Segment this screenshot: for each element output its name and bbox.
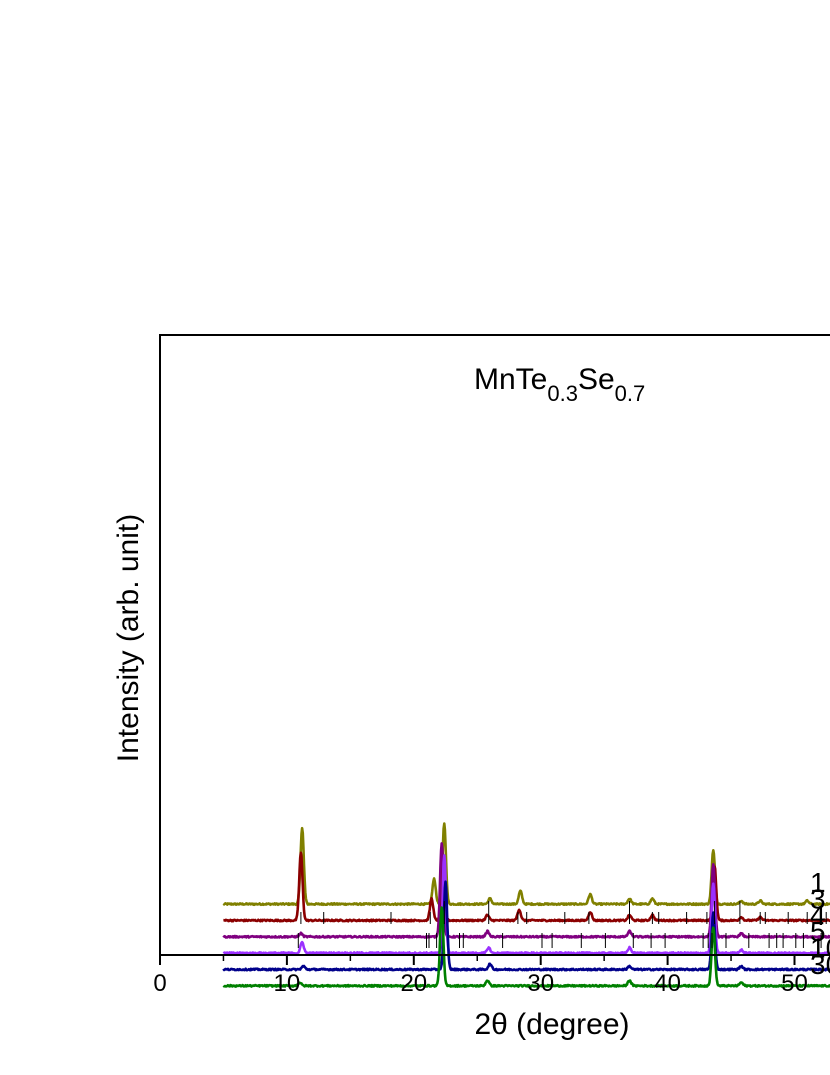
series-label-1: 1 [810,867,826,898]
plot-frame [159,334,830,956]
series-trace-5 [222,854,830,956]
series-label-5: 5 [810,916,826,947]
series-label-10: 10 [810,933,830,964]
x-axis-title: 2θ (degree) [474,1008,629,1041]
series-trace-1 [222,822,830,907]
series-trace-30 [222,906,830,988]
x-tick-label: 40 [654,970,681,997]
series-trace-10 [222,880,830,972]
compound-annotation: MnTe0.3Se0.7 [474,363,645,406]
series-label-30: 30 [810,949,830,980]
x-tick-label: 50 [781,970,808,997]
plot-border [159,334,830,956]
series-traces [222,822,830,988]
x-tick-label: 10 [274,970,301,997]
series-labels: 13451030 [810,867,830,980]
series-trace-4 [222,842,830,939]
y-axis-title: Intensity (arb. unit) [112,514,145,762]
series-trace-3 [222,851,830,923]
x-tick-label: 20 [400,970,427,997]
x-tick-label: 0 [153,970,166,997]
x-axis-ticks: 0 10 20 30 40 50 [153,955,808,997]
reference-ticks [297,901,827,948]
series-label-3: 3 [810,883,826,914]
x-tick-label: 30 [527,970,554,997]
series-label-4: 4 [810,900,826,931]
